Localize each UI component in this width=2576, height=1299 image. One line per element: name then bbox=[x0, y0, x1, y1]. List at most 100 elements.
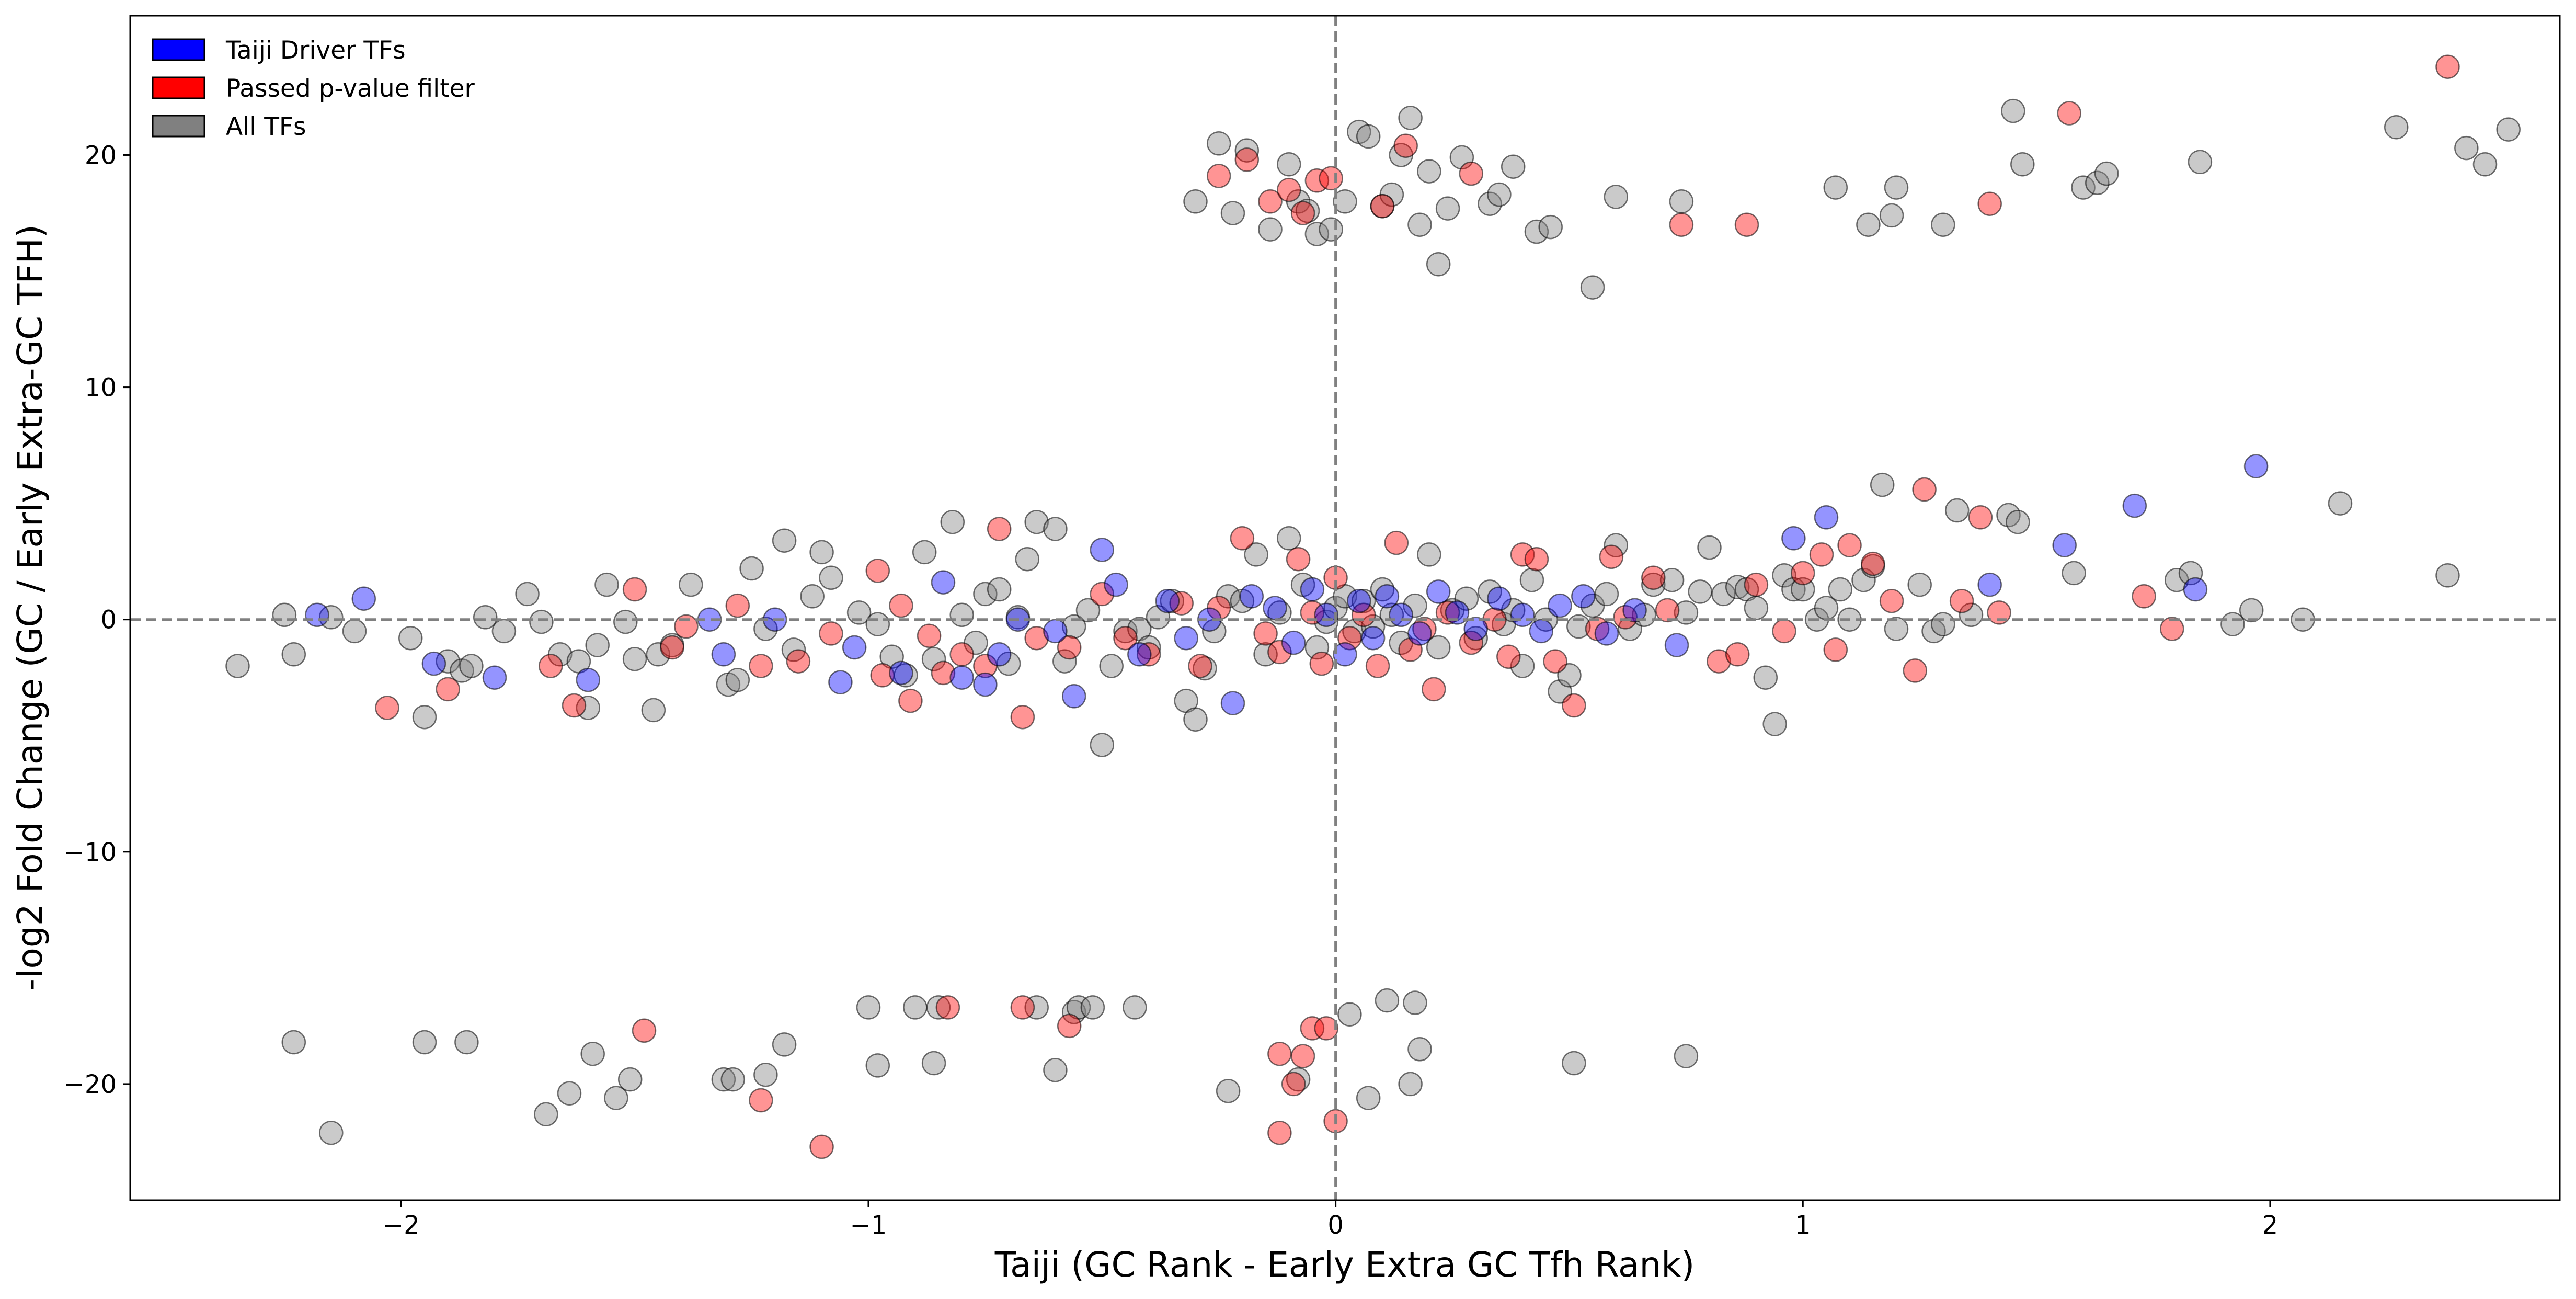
data-point-passed-p-value-filter bbox=[1286, 546, 1311, 572]
y-axis-title: -log2 Fold Change (GC / Early Extra-GC T… bbox=[10, 224, 50, 990]
data-point-all-tfs bbox=[2435, 563, 2460, 588]
data-point-all-tfs bbox=[1674, 1044, 1699, 1068]
data-point-passed-p-value-filter bbox=[1823, 637, 1848, 662]
data-point-passed-p-value-filter bbox=[725, 593, 750, 618]
data-point-all-tfs bbox=[772, 528, 797, 553]
data-point-all-tfs bbox=[1244, 542, 1268, 567]
data-point-all-tfs bbox=[926, 995, 951, 1020]
data-point-all-tfs bbox=[1417, 159, 1441, 184]
data-point-taiji-driver-tfs bbox=[482, 665, 507, 690]
data-point-all-tfs bbox=[1024, 509, 1049, 534]
data-point-passed-p-value-filter bbox=[935, 995, 960, 1020]
data-point-all-tfs bbox=[1478, 191, 1502, 216]
data-point-passed-p-value-filter bbox=[1599, 544, 1624, 569]
data-point-taiji-driver-tfs bbox=[1426, 579, 1451, 604]
data-point-taiji-driver-tfs bbox=[1622, 598, 1647, 623]
data-point-taiji-driver-tfs bbox=[2122, 493, 2147, 518]
data-point-all-tfs bbox=[491, 619, 517, 644]
data-point-all-tfs bbox=[1879, 203, 1904, 228]
data-point-all-tfs bbox=[1061, 1000, 1086, 1024]
data-point-passed-p-value-filter bbox=[949, 642, 974, 667]
data-point-taiji-driver-tfs bbox=[711, 642, 736, 667]
data-point-passed-p-value-filter bbox=[1136, 642, 1161, 667]
data-point-passed-p-value-filter bbox=[1206, 164, 1231, 188]
data-point-passed-p-value-filter bbox=[1744, 572, 1769, 597]
data-point-all-tfs bbox=[1604, 185, 1629, 209]
data-point-all-tfs bbox=[1524, 219, 1549, 244]
data-point-all-tfs bbox=[865, 612, 890, 636]
data-point-all-tfs bbox=[1333, 189, 1357, 214]
data-point-taiji-driver-tfs bbox=[1347, 588, 1371, 613]
data-point-passed-p-value-filter bbox=[917, 623, 942, 648]
data-point-all-tfs bbox=[1688, 579, 1712, 604]
data-point-all-tfs bbox=[2006, 509, 2030, 534]
data-point-passed-p-value-filter bbox=[809, 1134, 834, 1159]
data-point-passed-p-value-filter bbox=[632, 1018, 657, 1043]
data-point-taiji-driver-tfs bbox=[828, 670, 853, 694]
data-point-taiji-driver-tfs bbox=[421, 651, 446, 676]
data-point-all-tfs bbox=[454, 1030, 479, 1055]
y-tick-label: 0 bbox=[100, 606, 117, 635]
data-point-passed-p-value-filter bbox=[375, 696, 399, 720]
data-point-taiji-driver-tfs bbox=[2052, 533, 2077, 557]
data-point-passed-p-value-filter bbox=[1365, 654, 1390, 678]
data-point-all-tfs bbox=[940, 509, 965, 534]
data-point-passed-p-value-filter bbox=[1267, 640, 1292, 665]
data-point-all-tfs bbox=[473, 605, 498, 630]
data-point-passed-p-value-filter bbox=[749, 654, 773, 678]
data-point-passed-p-value-filter bbox=[539, 654, 563, 678]
data-point-all-tfs bbox=[1510, 654, 1535, 678]
data-point-passed-p-value-filter bbox=[1861, 551, 1885, 576]
data-point-all-tfs bbox=[1277, 526, 1301, 551]
data-point-all-tfs bbox=[1426, 252, 1451, 277]
data-point-all-tfs bbox=[342, 619, 367, 644]
data-point-all-tfs bbox=[772, 1032, 797, 1057]
data-point-all-tfs bbox=[2496, 117, 2521, 142]
data-point-all-tfs bbox=[2239, 598, 2264, 623]
data-point-passed-p-value-filter bbox=[1230, 526, 1255, 551]
data-point-passed-p-value-filter bbox=[1314, 1016, 1339, 1041]
data-point-all-tfs bbox=[2178, 561, 2203, 586]
data-point-passed-p-value-filter bbox=[1496, 644, 1521, 669]
data-point-all-tfs bbox=[1183, 707, 1208, 732]
data-point-passed-p-value-filter bbox=[1253, 621, 1278, 646]
data-point-taiji-driver-tfs bbox=[2243, 454, 2269, 478]
data-point-passed-p-value-filter bbox=[1281, 1072, 1306, 1097]
data-point-passed-p-value-filter bbox=[1641, 565, 1666, 590]
data-point-all-tfs bbox=[1304, 222, 1330, 246]
data-point-taiji-driver-tfs bbox=[1814, 505, 1839, 530]
data-point-all-tfs bbox=[1463, 625, 1488, 651]
data-point-all-tfs bbox=[739, 556, 764, 581]
data-point-all-tfs bbox=[903, 995, 928, 1020]
data-point-all-tfs bbox=[921, 646, 946, 671]
data-point-passed-p-value-filter bbox=[436, 677, 460, 702]
data-point-taiji-driver-tfs bbox=[1375, 584, 1400, 609]
legend: Taiji Driver TFs Passed p-value filter All… bbox=[152, 36, 475, 141]
data-point-taiji-driver-tfs bbox=[1090, 538, 1115, 562]
data-point-taiji-driver-tfs bbox=[351, 586, 376, 611]
data-point-all-tfs bbox=[281, 1030, 306, 1055]
data-point-all-tfs bbox=[1711, 582, 1736, 607]
data-point-all-tfs bbox=[912, 540, 937, 565]
data-point-all-tfs bbox=[1907, 572, 1932, 597]
data-point-all-tfs bbox=[856, 995, 881, 1020]
data-point-taiji-driver-tfs bbox=[1594, 621, 1619, 646]
data-point-taiji-driver-tfs bbox=[1463, 617, 1488, 641]
data-point-all-tfs bbox=[1435, 196, 1460, 221]
data-point-all-tfs bbox=[2094, 161, 2119, 186]
data-point-passed-p-value-filter bbox=[1510, 542, 1535, 567]
y-tick-label: 20 bbox=[85, 141, 117, 170]
data-point-taiji-driver-tfs bbox=[1104, 572, 1128, 597]
data-point-taiji-driver-tfs bbox=[889, 660, 913, 686]
data-point-taiji-driver-tfs bbox=[1300, 577, 1325, 602]
data-point-all-tfs bbox=[2085, 170, 2110, 196]
data-point-all-tfs bbox=[1234, 138, 1260, 163]
data-point-passed-p-value-filter bbox=[1300, 1016, 1325, 1041]
data-point-all-tfs bbox=[1043, 1058, 1068, 1082]
data-point-all-tfs bbox=[594, 572, 619, 597]
data-point-passed-p-value-filter bbox=[562, 693, 587, 718]
data-point-taiji-driver-tfs bbox=[1781, 526, 1806, 551]
data-point-all-tfs bbox=[617, 1067, 643, 1092]
data-point-passed-p-value-filter bbox=[1258, 189, 1283, 214]
